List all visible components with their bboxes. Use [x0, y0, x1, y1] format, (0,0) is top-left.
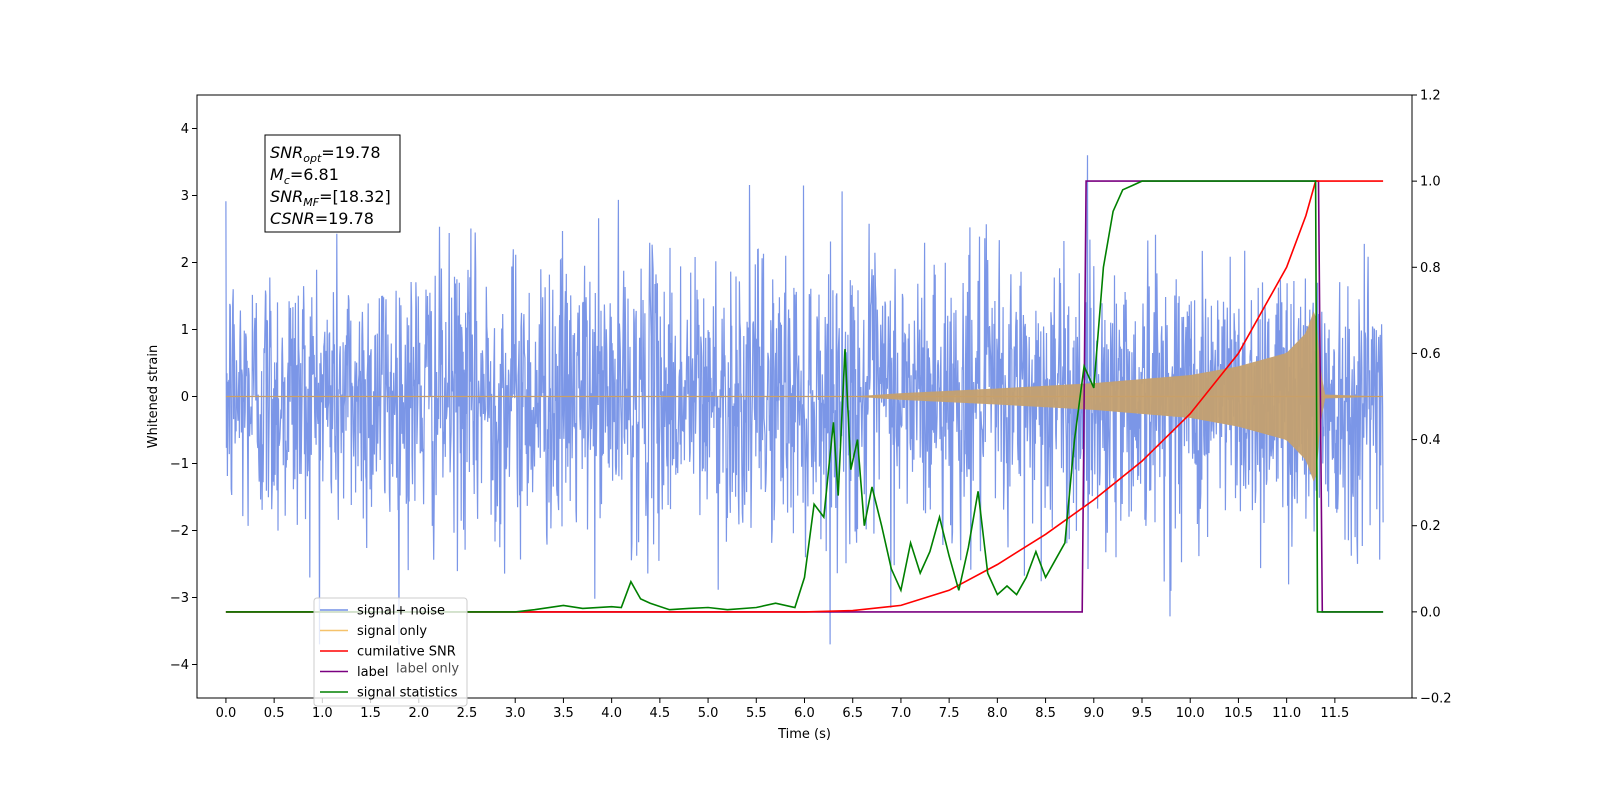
- x-tick-label: 5.0: [698, 706, 719, 721]
- x-axis-label: Time (s): [777, 727, 831, 742]
- annotation-border: [264, 134, 401, 233]
- x-tick-label: 8.0: [987, 706, 1008, 721]
- x-tick-label: 1.5: [360, 706, 381, 721]
- x-tick-label: 2.0: [408, 706, 429, 721]
- axes: 0.0 0.5 1.0 1.5 2.0 2.5 3.0 3.5 4.0 4.5 5.0 5.5 6.0 6…: [170, 89, 1452, 722]
- x-tick-label: 10.0: [1176, 706, 1205, 721]
- y-left-tick-label: 0: [181, 390, 189, 405]
- x-tick-label: 11.5: [1320, 706, 1349, 721]
- annotation-line: SNRMF=[18.32]: [270, 187, 391, 209]
- y-left-tick-label: −3: [170, 591, 189, 606]
- x-tick-label: 2.5: [457, 706, 478, 721]
- x-tick-label: 8.5: [1035, 706, 1056, 721]
- x-tick-label: 0.5: [264, 706, 285, 721]
- y-axis-label: Whitened strain: [146, 345, 161, 448]
- right-axis-series: [225, 180, 1384, 613]
- x-tick-label: 10.5: [1224, 706, 1253, 721]
- x-tick-label: 3.5: [553, 706, 574, 721]
- legend-label: cumilative SNR: [357, 645, 456, 660]
- x-tick-label: 4.0: [601, 706, 622, 721]
- series-line-cumilative-snr: [225, 180, 1384, 613]
- annotation-line: Mc=6.81: [270, 165, 339, 187]
- y-right-tick-label: 1.2: [1420, 89, 1441, 104]
- y-right-tick-label: 0.4: [1420, 433, 1441, 448]
- y-left-tick-label: −2: [170, 524, 189, 539]
- y-right-tick-label: 0.8: [1420, 261, 1441, 276]
- y-left-tick-label: −1: [170, 457, 189, 472]
- signal-noise-line: [225, 155, 1384, 645]
- x-tick-label: 9.0: [1083, 706, 1104, 721]
- x-tick-label: 5.5: [746, 706, 767, 721]
- legend-label: label: [357, 665, 388, 680]
- annotation-line: CSNR=19.78: [270, 209, 374, 228]
- legend-box: [313, 597, 468, 707]
- signal-noise-series: [225, 155, 1384, 645]
- legend-label: signal only: [357, 624, 427, 639]
- x-tick-label: 1.0: [312, 706, 333, 721]
- series-line-signal-statistics: [225, 180, 1384, 613]
- x-tick-label: 7.0: [891, 706, 912, 721]
- x-tick-label: 7.5: [939, 706, 960, 721]
- x-tick-label: 3.0: [505, 706, 526, 721]
- y-right-tick-label: −0.2: [1420, 692, 1452, 707]
- y-left-tick-label: 2: [181, 256, 189, 271]
- annotation-line: SNRopt=19.78: [270, 143, 381, 165]
- legend-label: signal statistics: [357, 686, 458, 701]
- x-tick-label: 6.0: [794, 706, 815, 721]
- y-right-tick-label: 1.0: [1420, 175, 1441, 190]
- y-left-tick-label: 3: [181, 189, 189, 204]
- y-right-tick-label: 0.2: [1420, 519, 1441, 534]
- x-tick-label: 4.5: [650, 706, 671, 721]
- x-tick-label: 0.0: [216, 706, 237, 721]
- y-left-tick-label: −4: [170, 658, 189, 673]
- y-right-tick-label: 0.6: [1420, 347, 1441, 362]
- legend-occluded-text: label only: [396, 662, 459, 677]
- y-right-tick-label: 0.0: [1420, 605, 1441, 620]
- y-left-tick-label: 4: [181, 122, 189, 137]
- signal-only-series: [225, 311, 1384, 482]
- legend: label only signal+ noise signal only cumila…: [313, 597, 468, 707]
- stats-annotation-box: SNRopt=19.78Mc=6.81SNRMF=[18.32]CSNR=19.…: [264, 134, 401, 233]
- x-tick-label: 9.5: [1132, 706, 1153, 721]
- x-tick-label: 11.0: [1272, 706, 1301, 721]
- x-tick-label: 6.5: [842, 706, 863, 721]
- y-left-tick-label: 1: [181, 323, 189, 338]
- legend-label: signal+ noise: [357, 604, 445, 619]
